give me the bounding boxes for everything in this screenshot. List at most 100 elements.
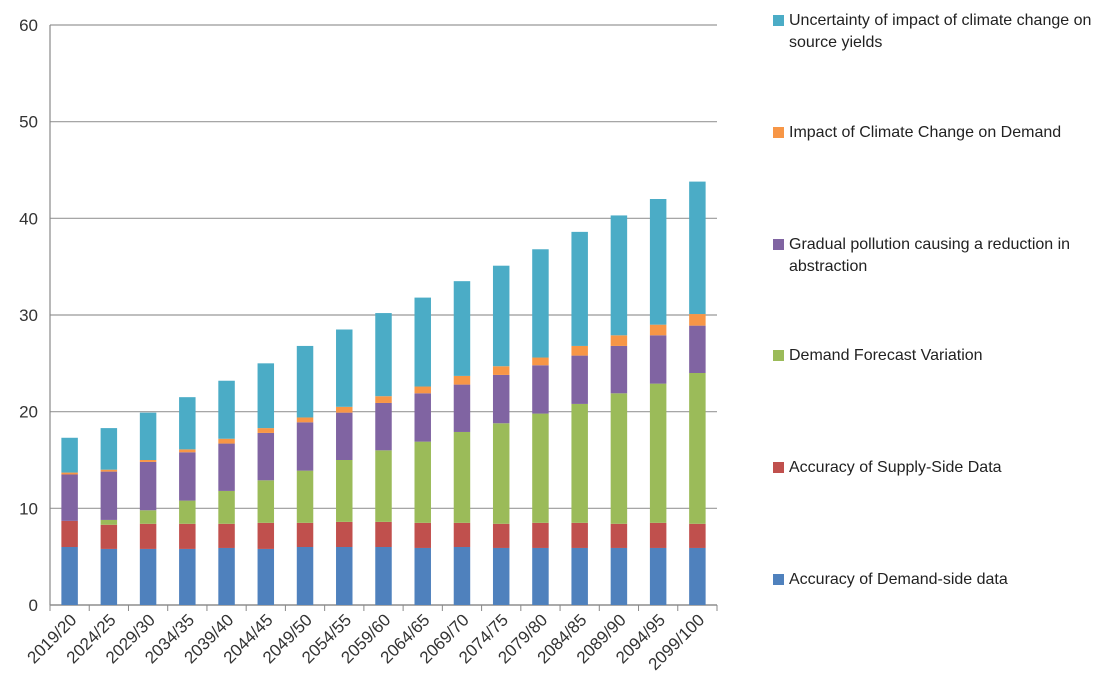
bar-segment <box>610 393 628 524</box>
bar-segment <box>414 393 431 442</box>
bar-segment <box>492 265 510 367</box>
bar-segment <box>179 449 196 453</box>
bar-segment <box>414 547 431 605</box>
bar-segment <box>492 547 510 605</box>
bar-segment <box>61 472 78 475</box>
bar-segment <box>100 548 118 605</box>
bar-segment <box>296 547 314 605</box>
bar-segment <box>532 357 549 366</box>
bar-segment <box>375 313 392 397</box>
bar-segment <box>218 490 235 524</box>
bar-segment <box>139 460 157 462</box>
bar-segment <box>100 469 118 472</box>
bar-segment <box>257 480 275 523</box>
legend-swatch <box>773 239 784 250</box>
bar-segment <box>571 345 588 356</box>
legend-label: Impact of Climate Change on Demand <box>789 124 1062 141</box>
bar-segment <box>375 450 392 522</box>
bar-segment <box>532 522 549 548</box>
bar-segment <box>375 547 392 605</box>
bar-segment <box>532 547 549 605</box>
legend-swatch <box>773 350 784 361</box>
bar-segment <box>571 403 588 523</box>
y-tick-label: 60 <box>19 16 38 35</box>
bar-segment <box>414 297 431 387</box>
bar-segment <box>296 522 314 547</box>
y-tick-label: 0 <box>29 596 38 615</box>
bar-segment <box>179 548 196 605</box>
bar-segment <box>139 461 157 511</box>
bar-segment <box>532 249 549 358</box>
bar-segment <box>649 199 667 325</box>
bar-segment <box>689 181 706 315</box>
bar-segment <box>453 522 471 547</box>
bar-segment <box>296 345 314 418</box>
bar-segment <box>610 345 628 394</box>
bar-segment <box>257 432 275 481</box>
bar-segment <box>610 335 628 346</box>
bar-segment <box>571 522 588 548</box>
bar-segment <box>649 522 667 548</box>
bar-segment <box>336 460 353 522</box>
bar-segment <box>649 383 667 523</box>
bar-segment <box>689 314 706 326</box>
bar-segment <box>610 547 628 605</box>
bar-segment <box>218 380 235 439</box>
legend-swatch <box>773 574 784 585</box>
bar-segment <box>492 366 510 375</box>
legend-label: Gradual pollution causing a reduction in… <box>789 236 1071 275</box>
bar-segment <box>689 523 706 548</box>
bar-segment <box>414 441 431 523</box>
bar-segment <box>453 375 471 385</box>
bar-segment <box>375 402 392 451</box>
bar-segment <box>649 335 667 384</box>
bar-segment <box>257 363 275 429</box>
legend-item: Demand Forecast Variation <box>773 345 1103 367</box>
bar-segment <box>649 547 667 605</box>
legend-label: Accuracy of Demand-side data <box>789 571 1008 588</box>
legend-swatch <box>773 462 784 473</box>
bar-segment <box>257 428 275 433</box>
legend-swatch <box>773 127 784 138</box>
bar-segment <box>100 428 118 470</box>
legend-label: Uncertainty of impact of climate change … <box>789 12 1092 51</box>
bar-segment <box>375 396 392 403</box>
legend-item: Uncertainty of impact of climate change … <box>773 10 1103 54</box>
bar-segment <box>218 443 235 491</box>
legend-swatch <box>773 15 784 26</box>
bar-segment <box>296 422 314 471</box>
bar-segment <box>689 547 706 605</box>
bar-segment <box>61 520 78 547</box>
bar-segment <box>336 412 353 460</box>
bar-segment <box>100 519 118 525</box>
bar-segment <box>571 547 588 605</box>
legend-item: Impact of Climate Change on Demand <box>773 122 1103 144</box>
bar-segment <box>492 374 510 424</box>
legend-item: Accuracy of Supply-Side Data <box>773 457 1103 479</box>
bar-segment <box>414 386 431 394</box>
bar-segment <box>139 510 157 524</box>
bar-segment <box>453 384 471 432</box>
y-tick-label: 10 <box>19 499 38 518</box>
bar-segment <box>336 547 353 605</box>
bar-segment <box>100 471 118 520</box>
bar-segment <box>649 324 667 336</box>
bar-segment <box>336 406 353 413</box>
bar-segment <box>179 397 196 450</box>
bar-segment <box>218 547 235 605</box>
bar-segment <box>532 413 549 523</box>
bar-segment <box>414 522 431 548</box>
bar-segment <box>336 329 353 407</box>
bar-segment <box>61 547 78 605</box>
bar-segment <box>571 231 588 346</box>
bar-segment <box>296 470 314 523</box>
y-tick-label: 40 <box>19 209 38 228</box>
bar-segment <box>492 423 510 524</box>
y-tick-label: 50 <box>19 113 38 132</box>
legend-item: Accuracy of Demand-side data <box>773 569 1103 591</box>
bar-segment <box>100 524 118 549</box>
bar-segment <box>571 355 588 404</box>
bar-segment <box>610 215 628 336</box>
